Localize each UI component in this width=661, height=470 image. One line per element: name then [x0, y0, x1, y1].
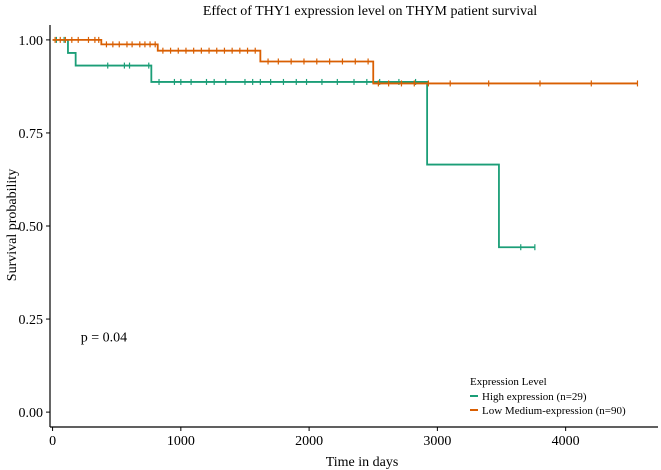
y-tick-label: 0.00: [19, 406, 44, 421]
x-tick-label: 0: [49, 434, 56, 449]
y-tick-label: 0.50: [19, 220, 44, 235]
chart-title: Effect of THY1 expression level on THYM …: [203, 4, 537, 19]
y-tick-label: 1.00: [19, 34, 44, 49]
series-0: [52, 36, 536, 251]
p-value-annotation: p = 0.04: [81, 330, 127, 345]
x-axis-label: Time in days: [326, 455, 399, 470]
survival-curve: [52, 38, 535, 249]
x-axis-ticks: 0 1000 2000 3000 4000: [49, 427, 580, 449]
y-tick-label: 0.75: [19, 127, 44, 142]
legend-title: Expression Level: [470, 376, 547, 388]
y-axis-label: Survival probability: [5, 169, 20, 281]
x-tick-label: 4000: [552, 434, 580, 449]
x-tick-label: 1000: [167, 434, 195, 449]
x-tick-label: 3000: [423, 434, 451, 449]
legend-entry-low-medium: Low Medium-expression (n=90): [482, 405, 626, 417]
series-1: [52, 36, 639, 87]
y-tick-label: 0.25: [19, 313, 44, 328]
x-tick-label: 2000: [295, 434, 323, 449]
legend-entry-high: High expression (n=29): [482, 391, 587, 403]
legend: Expression Level High expression (n=29) …: [470, 376, 626, 417]
y-axis-ticks: 0.00 0.25 0.50 0.75 1.00: [19, 34, 50, 421]
plot-area: [52, 36, 639, 251]
